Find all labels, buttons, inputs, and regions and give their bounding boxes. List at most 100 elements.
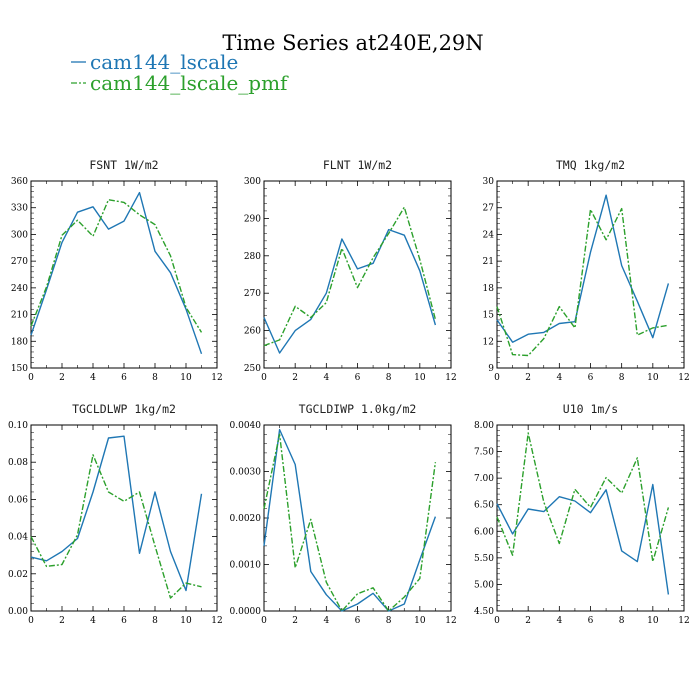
y-tick-label: 27 [483,204,495,214]
series-line-lscale [30,435,203,592]
x-tick-label: 2 [292,373,298,383]
panel-5: U10 1m/s 0 2 4 6 8 10 12 4.50 5.00 5.50 6.00 6.50 7.0… [474,402,690,626]
x-tick-label: 2 [525,616,531,626]
plot-frame [30,180,218,369]
x-tick-label: 10 [180,616,192,626]
x-tick-label: 2 [59,373,65,383]
panel-3: TGCLDLWP 1kg/m2 0 2 4 6 8 10 12 0.00 0.02 0.04 0.06… [8,402,223,626]
y-tick-label: 150 [11,364,28,374]
x-tick-label: 0 [494,616,500,626]
x-tick-label: 8 [152,616,158,626]
y-tick-label: 0.02 [8,570,28,580]
chart-title: Time Series at240E,29N [222,31,483,55]
chart-panels: FSNT 1W/m20 2 4 6 8 10 12150180210240270300330… [8,158,690,626]
y-tick-label: 0.08 [8,458,28,468]
x-tick-label: 12 [445,616,456,626]
x-tick-label: 8 [386,373,392,383]
y-tick-label: 0.04 [8,533,28,543]
y-tick-label: 15 [483,311,495,321]
series-line-lscale-pmf [496,207,669,357]
x-tick-label: 4 [556,373,562,383]
y-tick-label: 0.10 [8,421,28,431]
x-tick-label: 6 [355,373,361,383]
y-tick-label: 300 [11,230,28,240]
x-tick-label: 10 [180,373,192,383]
y-tick-label: 4.50 [474,607,494,617]
x-tick-label: 4 [323,616,329,626]
y-tick-label: 210 [11,311,28,321]
y-tick-label: 360 [11,177,28,187]
panel-title: U10 1m/s [563,402,618,416]
x-tick-label: 2 [292,616,298,626]
y-tick-label: 270 [11,257,28,267]
x-tick-label: 12 [445,373,456,383]
y-tick-label: 0.0020 [230,514,262,524]
x-tick-label: 4 [90,616,96,626]
x-tick-label: 12 [211,616,222,626]
plot-frame [263,180,452,369]
y-tick-label: 0.0000 [230,607,262,617]
y-tick-label: 300 [244,177,261,187]
series-line-lscale [496,194,670,343]
y-tick-label: 0.06 [8,495,28,505]
x-tick-label: 6 [355,616,361,626]
series-line-lscale [496,483,670,595]
y-tick-label: 6.50 [474,501,494,511]
y-tick-label: 180 [11,337,28,347]
y-tick-label: 21 [483,257,494,267]
y-tick-label: 280 [244,252,261,262]
x-tick-label: 12 [211,373,222,383]
x-tick-label: 10 [647,616,659,626]
x-tick-label: 2 [525,373,531,383]
y-tick-label: 24 [483,230,495,240]
x-tick-label: 4 [90,373,96,383]
y-tick-label: 250 [244,364,261,374]
y-tick-label: 8.00 [474,421,494,431]
series-line-lscale-pmf [30,198,203,333]
y-tick-label: 9 [488,364,494,374]
y-tick-label: 7.00 [474,474,494,484]
y-tick-label: 7.50 [474,448,494,458]
series-line-lscale [263,228,437,354]
series-line-lscale-pmf [496,432,670,563]
legend: cam144_lscale cam144_lscale_pmf [71,50,289,95]
panel-4: TGCLDIWP 1.0kg/m2 0 2 4 6 8 10 12 0.0000 0.0010 0.… [230,402,457,626]
y-tick-label: 290 [244,214,261,224]
x-tick-label: 6 [121,373,127,383]
x-tick-label: 8 [386,616,392,626]
x-tick-label: 2 [59,616,65,626]
y-tick-label: 330 [11,204,28,214]
series-line-lscale-pmf [263,206,437,347]
legend-label-0: cam144_lscale [90,50,238,74]
x-tick-label: 10 [414,373,426,383]
y-tick-label: 260 [244,327,261,337]
y-tick-label: 18 [483,284,495,294]
x-tick-label: 0 [28,373,34,383]
x-tick-label: 12 [678,616,689,626]
y-tick-label: 6.00 [474,527,494,537]
panel-title: TGCLDIWP 1.0kg/m2 [299,402,417,416]
plot-frame [263,424,452,612]
panel-title: FLNT 1W/m2 [323,158,392,172]
y-tick-label: 30 [483,177,495,187]
series-line-lscale-pmf [30,454,202,599]
series-line-lscale [263,428,437,612]
x-tick-label: 6 [588,373,594,383]
x-tick-label: 8 [619,373,625,383]
x-tick-label: 10 [647,373,659,383]
y-tick-label: 0.0010 [230,561,262,571]
x-tick-label: 0 [494,373,500,383]
panel-title: TGCLDLWP 1kg/m2 [72,402,176,416]
legend-label-1: cam144_lscale_pmf [90,71,289,95]
x-tick-label: 0 [261,373,267,383]
x-tick-label: 4 [323,373,329,383]
y-tick-label: 0.00 [8,607,28,617]
x-tick-label: 10 [414,616,426,626]
x-tick-label: 0 [28,616,34,626]
x-tick-label: 0 [261,616,267,626]
plot-frame [496,180,685,369]
y-tick-label: 5.00 [474,580,494,590]
x-tick-label: 6 [588,616,594,626]
series-line-lscale [30,191,203,355]
